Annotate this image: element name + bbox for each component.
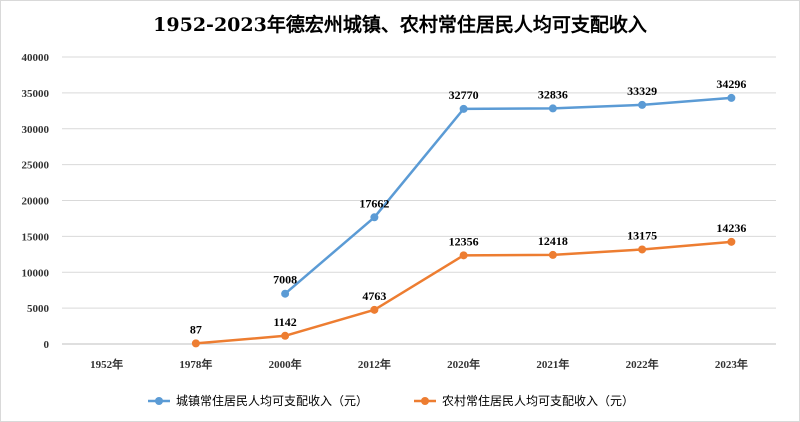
data-label: 12356 <box>449 234 479 248</box>
y-tick-label: 0 <box>44 339 50 351</box>
data-point <box>548 250 557 259</box>
series-1: 7008 17662 32770 32836 33329 34296 <box>273 77 746 298</box>
data-point <box>281 331 290 340</box>
x-tick-label: 1952年 <box>90 357 123 371</box>
data-point <box>370 213 379 222</box>
series-group: 7008 17662 32770 32836 33329 34296 87 1142 4763 1… <box>190 77 746 348</box>
legend-label: 农村常住居民人均可支配收入（元） <box>442 394 634 408</box>
series-line <box>284 96 732 295</box>
data-label: 13175 <box>627 228 657 242</box>
series-2: 87 1142 4763 12356 12418 13175 14236 <box>190 221 746 348</box>
legend-swatch-marker <box>421 397 429 405</box>
legend-item: 城镇常住居民人均可支配收入（元） <box>148 394 368 408</box>
data-label: 32770 <box>449 88 479 102</box>
x-axis-ticks: 1952年 1978年 2000年 2012年 2020年 2021年 2022年 2023年 <box>90 357 748 371</box>
data-point <box>548 104 557 113</box>
y-tick-label: 25000 <box>22 160 50 172</box>
x-tick-label: 2000年 <box>269 357 302 371</box>
x-tick-label: 2021年 <box>536 357 569 371</box>
legend-item: 农村常住居民人均可支配收入（元） <box>414 394 634 408</box>
data-point <box>459 251 468 260</box>
legend-swatch-marker <box>155 397 163 405</box>
x-tick-label: 1978年 <box>179 357 212 371</box>
y-tick-label: 10000 <box>22 267 50 279</box>
y-tick-label: 35000 <box>22 88 50 100</box>
data-label: 33329 <box>627 84 657 98</box>
data-point <box>727 237 736 246</box>
data-label: 7008 <box>273 273 297 287</box>
data-label: 14236 <box>716 221 746 235</box>
legend-label: 城镇常住居民人均可支配收入（元） <box>176 394 368 408</box>
data-point <box>191 339 200 348</box>
data-point <box>459 104 468 113</box>
data-label: 12418 <box>538 234 568 248</box>
x-tick-label: 2012年 <box>358 357 391 371</box>
data-label: 17662 <box>359 196 389 210</box>
data-point <box>638 100 647 109</box>
y-tick-label: 15000 <box>22 231 50 243</box>
chart-title: 1952-2023年德宏州城镇、农村常住居民人均可支配收入 <box>153 14 647 36</box>
data-label: 87 <box>190 322 202 336</box>
y-tick-label: 5000 <box>27 303 50 315</box>
data-point <box>727 93 736 102</box>
data-point <box>370 305 379 314</box>
data-label: 4763 <box>362 289 386 303</box>
legend: 城镇常住居民人均可支配收入（元） 农村常住居民人均可支配收入（元） <box>148 394 634 408</box>
x-tick-label: 2023年 <box>715 357 748 371</box>
y-axis-ticks: 0 5000 10000 15000 20000 25000 30000 35000 40000 <box>22 52 50 351</box>
data-label: 34296 <box>716 77 746 91</box>
data-label: 32836 <box>538 87 568 101</box>
data-point <box>638 245 647 254</box>
y-tick-label: 40000 <box>22 52 50 64</box>
x-tick-label: 2020年 <box>447 357 480 371</box>
gridlines <box>62 56 776 345</box>
x-tick-label: 2022年 <box>626 357 659 371</box>
data-point <box>281 289 290 298</box>
data-label: 1142 <box>273 315 296 329</box>
y-tick-label: 20000 <box>22 196 50 208</box>
y-tick-label: 30000 <box>22 124 50 136</box>
